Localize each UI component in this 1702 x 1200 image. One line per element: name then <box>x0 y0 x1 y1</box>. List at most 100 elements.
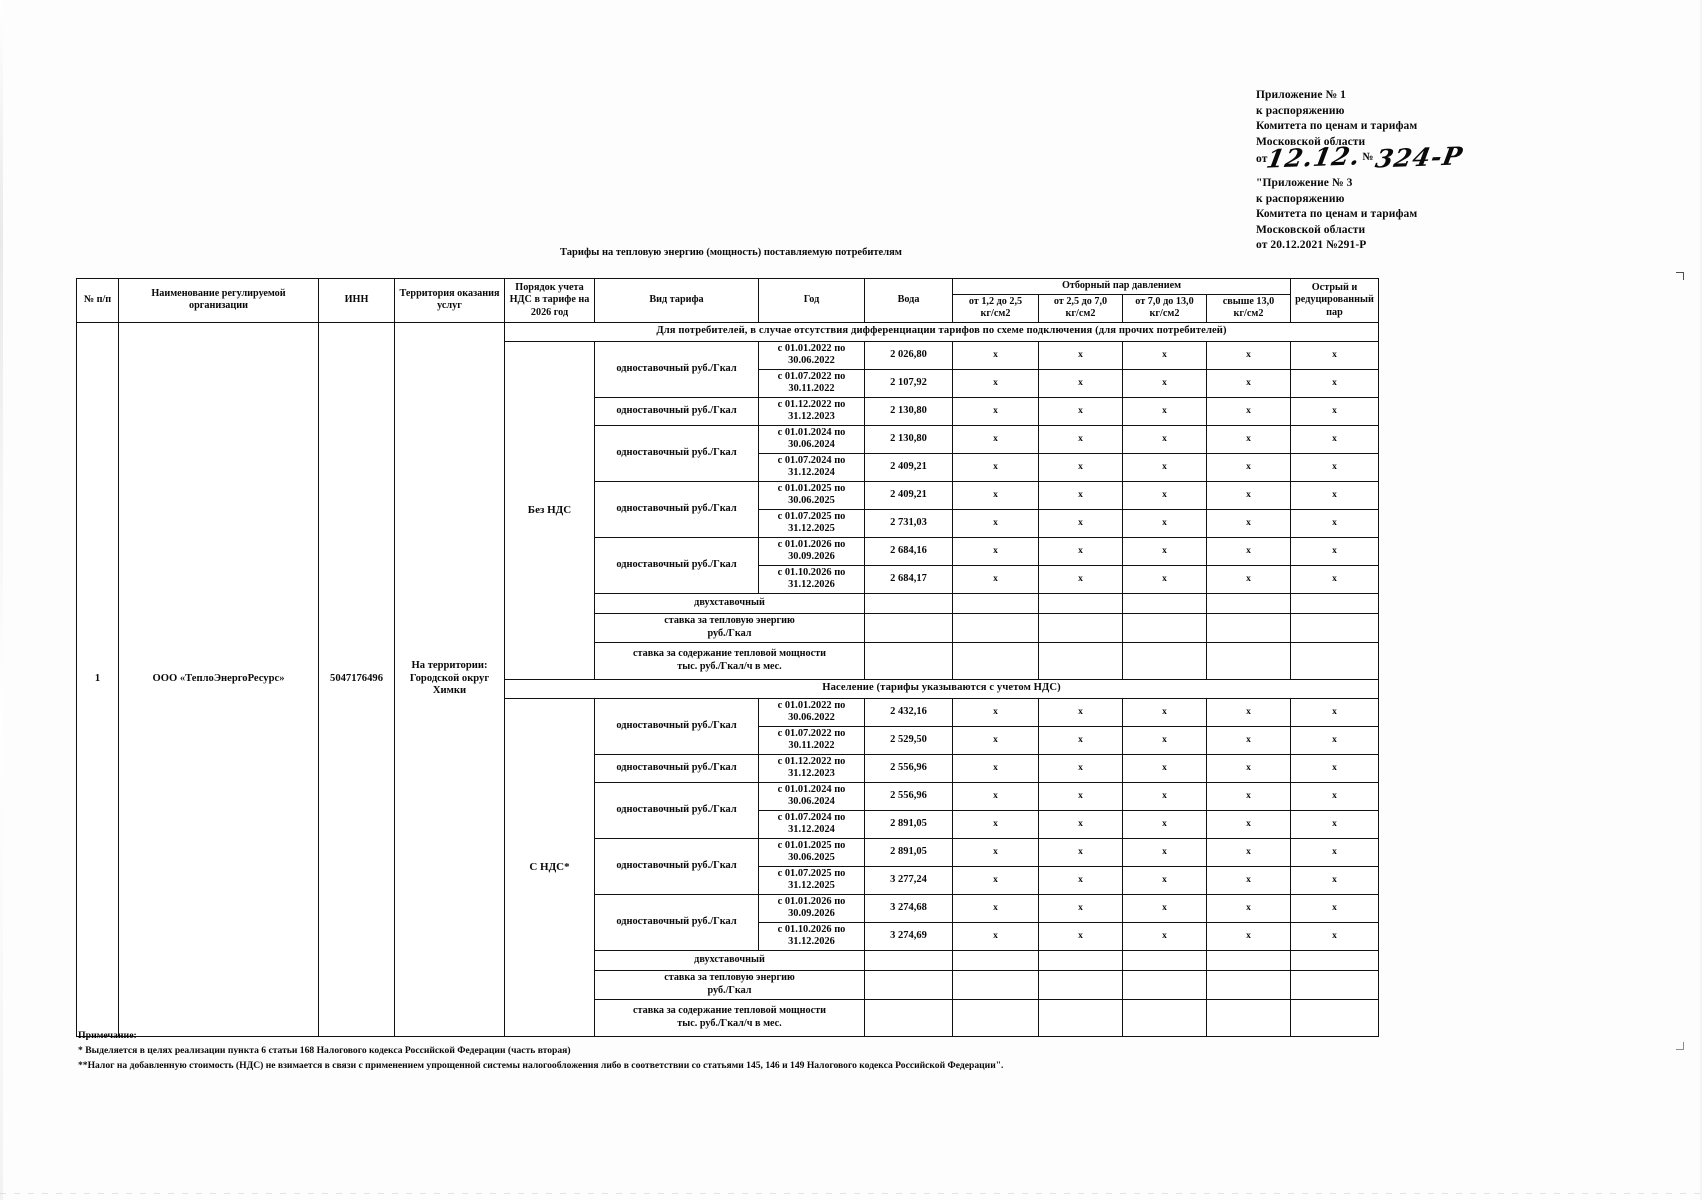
cell-empty <box>1290 612 1379 643</box>
cell-steam-1: х <box>1038 536 1123 566</box>
header-territory: Территория оказания услуг <box>394 278 505 323</box>
cell-sharp-steam: х <box>1290 921 1379 951</box>
signature-prefix: от <box>1256 153 1268 166</box>
two-part-row: ставка за тепловую энергию руб./Гкал <box>77 612 1379 643</box>
cell-steam-3: х <box>1206 809 1291 839</box>
appendix-title-3: "Приложение № 3 <box>1256 177 1353 189</box>
cell-period: с 01.01.2022 по 30.06.2022 <box>758 340 865 370</box>
cell-empty <box>1122 949 1207 971</box>
tariff-row: одноставочный руб./Гкал с 01.01.2026 по 3… <box>77 893 1379 951</box>
cell-two-part-label: ставка за тепловую энергию руб./Гкал <box>594 969 865 1000</box>
cell-steam-2: х <box>1122 424 1207 454</box>
cell-empty <box>864 592 953 614</box>
cell-tariff-kind: одноставочный руб./Гкал <box>594 781 759 839</box>
cell-steam-3: х <box>1206 781 1291 811</box>
cell-steam-1: х <box>1038 725 1123 755</box>
cell-steam-1: х <box>1038 508 1123 538</box>
cell-tariff-kind: одноставочный руб./Гкал <box>594 396 759 426</box>
cell-steam-0: х <box>952 837 1039 867</box>
cell-sharp-steam: х <box>1290 781 1379 811</box>
cell-empty <box>952 612 1039 643</box>
tariff-table-container: № п/п Наименование регулируемой организа… <box>76 278 1379 1037</box>
appendix-line-committee-3: Комитета по ценам и тарифам <box>1256 208 1418 221</box>
appendix-header-reference: "Приложение № 3 к распоряжению Комитета … <box>1256 176 1417 254</box>
cell-empty <box>1290 592 1379 614</box>
cell-period: с 01.10.2026 по 31.12.2026 <box>758 921 865 951</box>
table-body: 1 ООО «ТеплоЭнергоРесурс» 5047176496 На тер… <box>76 321 1379 1037</box>
header-tariff-kind: Вид тарифа <box>594 278 759 323</box>
handwritten-number: 324-Р <box>1372 141 1465 174</box>
cell-water-value: 2 432,16 <box>864 697 953 727</box>
cell-steam-3: х <box>1206 697 1291 727</box>
cell-water-value: 2 130,80 <box>864 396 953 426</box>
cell-empty <box>1206 592 1291 614</box>
appendix-header-primary: Приложение № 1 к распоряжению Комитета п… <box>1256 88 1465 174</box>
cell-sharp-steam: х <box>1290 508 1379 538</box>
cell-steam-2: х <box>1122 921 1207 951</box>
tariff-row: с 01.07.2022 по 30.11.2022 2 107,92 х х х х х <box>77 368 1379 398</box>
two-part-row: ставка за тепловую энергию руб./Гкал <box>77 969 1379 1000</box>
cell-empty <box>1122 612 1207 643</box>
header-steam-unit-1: кг/см2 <box>1038 308 1123 323</box>
cell-empty <box>1038 949 1123 971</box>
cell-steam-2: х <box>1122 837 1207 867</box>
cell-empty <box>1290 969 1379 1000</box>
cell-steam-1: х <box>1038 396 1123 426</box>
cell-steam-2: х <box>1122 368 1207 398</box>
cell-steam-1: х <box>1038 753 1123 783</box>
cell-steam-3: х <box>1206 564 1291 594</box>
cell-period: с 01.12.2022 по 31.12.2023 <box>758 396 865 426</box>
tariff-row: С НДС* одноставочный руб./Гкал с 01.01.202… <box>77 697 1379 1037</box>
cell-two-part-label: ставка за содержание тепловой мощности т… <box>594 998 865 1037</box>
header-steam-unit-3: кг/см2 <box>1206 308 1291 323</box>
cell-period: с 01.07.2024 по 31.12.2024 <box>758 452 865 482</box>
cell-period: с 01.01.2026 по 30.09.2026 <box>758 893 865 923</box>
cell-empty <box>1122 592 1207 614</box>
cell-steam-1: х <box>1038 781 1123 811</box>
cell-water-value: 2 684,17 <box>864 564 953 594</box>
tariff-row: с 01.07.2022 по 30.11.2022 2 529,50 х х х х х <box>77 725 1379 755</box>
cell-steam-0: х <box>952 564 1039 594</box>
cell-water-value: 2 529,50 <box>864 725 953 755</box>
cell-steam-3: х <box>1206 452 1291 482</box>
header-organization: Наименование регулируемой организации <box>118 278 319 323</box>
cell-tariff-kind: одноставочный руб./Гкал <box>594 480 759 538</box>
cell-empty <box>1290 998 1379 1037</box>
cell-period: с 01.07.2025 по 31.12.2025 <box>758 865 865 895</box>
cell-empty <box>1038 592 1123 614</box>
scan-artifact-right <box>1700 0 1702 1200</box>
tariff-row: одноставочный руб./Гкал с 01.12.2022 по 3… <box>77 753 1379 783</box>
table-header: № п/п Наименование регулируемой организа… <box>76 278 1379 323</box>
cell-steam-2: х <box>1122 697 1207 727</box>
appendix-line-region-1: Московской области <box>1256 135 1366 148</box>
header-steam-group: Отборный пар давлением <box>952 278 1291 295</box>
cell-sharp-steam: х <box>1290 564 1379 594</box>
cell-steam-2: х <box>1122 480 1207 510</box>
cell-empty <box>1122 641 1207 680</box>
cell-steam-3: х <box>1206 921 1291 951</box>
cell-steam-2: х <box>1122 536 1207 566</box>
cell-empty <box>1038 612 1123 643</box>
cell-water-value: 2 731,03 <box>864 508 953 538</box>
band-population: Население (тарифы указываются с учетом Н… <box>504 678 1379 699</box>
header-number: № п/п <box>76 278 119 323</box>
cell-steam-2: х <box>1122 508 1207 538</box>
cell-steam-3: х <box>1206 536 1291 566</box>
cell-period: с 01.01.2024 по 30.06.2024 <box>758 424 865 454</box>
cell-steam-0: х <box>952 921 1039 951</box>
cell-period: с 01.07.2025 по 31.12.2025 <box>758 508 865 538</box>
cell-steam-2: х <box>1122 564 1207 594</box>
header-steam-unit-0: кг/см2 <box>952 308 1039 323</box>
cell-steam-0: х <box>952 697 1039 727</box>
cell-territory: На территории: Городской округ Химки <box>394 321 505 1037</box>
cell-steam-0: х <box>952 893 1039 923</box>
cell-period: с 01.01.2025 по 30.06.2025 <box>758 480 865 510</box>
cell-steam-1: х <box>1038 921 1123 951</box>
two-part-row: ставка за содержание тепловой мощности т… <box>77 641 1379 680</box>
cell-period: с 01.07.2022 по 30.11.2022 <box>758 725 865 755</box>
cell-sharp-steam: х <box>1290 536 1379 566</box>
cell-empty <box>952 969 1039 1000</box>
signature-number-label: № <box>1362 151 1374 164</box>
cell-steam-3: х <box>1206 340 1291 370</box>
cell-water-value: 3 274,69 <box>864 921 953 951</box>
